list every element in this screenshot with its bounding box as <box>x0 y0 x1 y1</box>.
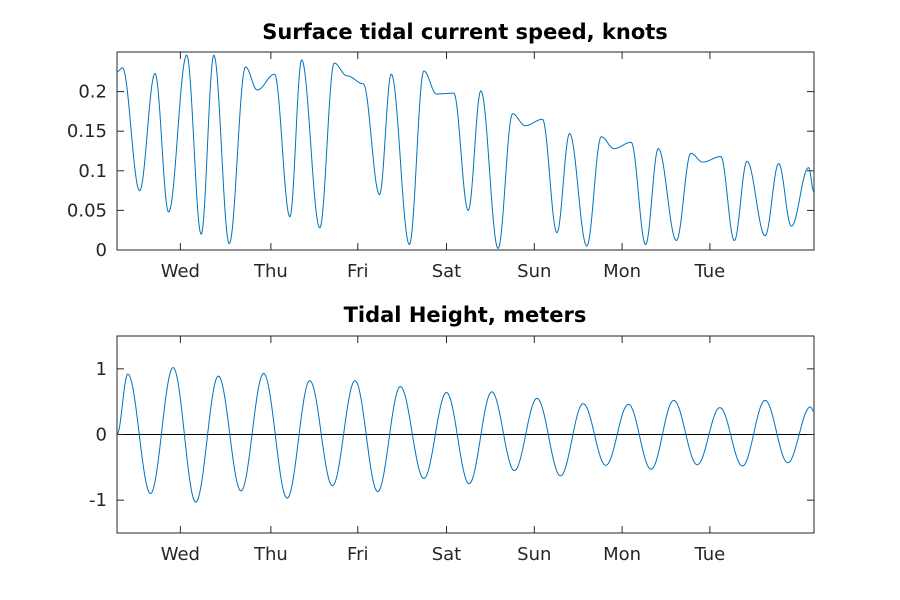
tidal-height-x-tick-label: Sat <box>432 544 462 565</box>
current-speed-chart-title: Surface tidal current speed, knots <box>262 20 668 44</box>
tidal-height-y-tick-label: -1 <box>89 490 107 511</box>
current-speed-series-line <box>116 54 815 250</box>
tidal-height-x-tick-label: Tue <box>694 544 726 565</box>
current-speed-x-axis: Wed Thu Fri Sat Sun Mon Tue <box>161 52 726 282</box>
current-speed-chart: Surface tidal current speed, knots 0 0.05… <box>67 20 815 282</box>
tidal-height-x-tick-label: Sun <box>517 544 551 565</box>
tidal-height-series-line <box>116 366 815 503</box>
tidal-height-x-tick-label: Thu <box>253 544 288 565</box>
current-speed-y-axis: 0 0.05 0.1 0.15 0.2 <box>67 82 814 261</box>
current-speed-y-tick-label: 0.1 <box>78 161 107 182</box>
current-speed-x-tick-label: Sat <box>432 261 462 282</box>
tidal-height-chart: Tidal Height, meters -1 0 1 Wed Thu Fri Sat Su… <box>89 303 815 565</box>
current-speed-y-tick-label: 0.05 <box>67 200 107 221</box>
current-speed-x-tick-label: Fri <box>347 261 368 282</box>
current-speed-y-tick-label: 0.15 <box>67 121 107 142</box>
current-speed-x-tick-label: Mon <box>603 261 641 282</box>
current-speed-x-tick-label: Tue <box>694 261 726 282</box>
tidal-height-y-tick-label: 0 <box>96 425 107 446</box>
current-speed-x-tick-label: Sun <box>517 261 551 282</box>
tidal-height-y-tick-label: 1 <box>96 359 107 380</box>
tidal-height-x-tick-label: Wed <box>161 544 200 565</box>
tidal-height-chart-title: Tidal Height, meters <box>344 303 587 327</box>
tidal-height-y-axis: -1 0 1 <box>89 359 814 511</box>
current-speed-y-tick-label: 0 <box>96 240 107 261</box>
current-speed-x-tick-label: Thu <box>253 261 288 282</box>
tidal-height-x-tick-label: Fri <box>347 544 368 565</box>
tidal-height-x-axis: Wed Thu Fri Sat Sun Mon Tue <box>161 336 726 565</box>
current-speed-y-tick-label: 0.2 <box>78 82 107 103</box>
current-speed-x-tick-label: Wed <box>161 261 200 282</box>
tidal-height-x-tick-label: Mon <box>603 544 641 565</box>
